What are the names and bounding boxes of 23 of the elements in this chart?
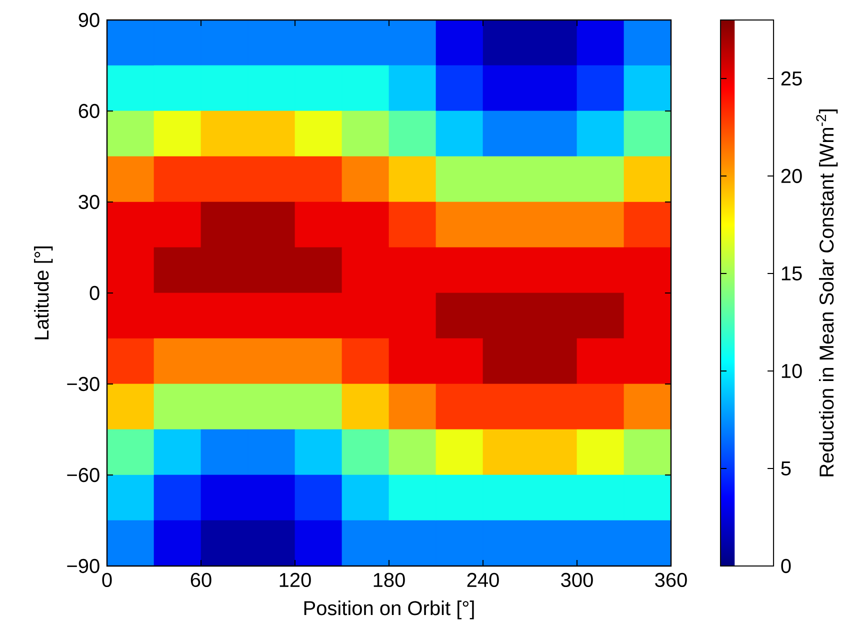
- color-bar-label: 0: [781, 558, 791, 574]
- color-bar-title: Reduction in Mean Solar Constant [Wm$^{-2}$]: [816, 110, 838, 476]
- x-tick-label: 60: [190, 572, 212, 588]
- y-tick-label: −90: [67, 558, 100, 574]
- x-tick-label: 240: [467, 572, 499, 588]
- x-axis-title: Position on Orbit [°]: [304, 600, 474, 620]
- x-tick-label: 300: [561, 572, 593, 588]
- x-tick-label: 0: [102, 572, 112, 588]
- y-axis-title: Latitude [°]: [34, 246, 53, 340]
- x-tick-label: 360: [655, 572, 687, 588]
- x-tick-label: 180: [374, 572, 405, 588]
- color-bar-label: 25: [781, 71, 802, 86]
- y-tick-label: −60: [67, 468, 100, 482]
- color-bar-label: 10: [782, 364, 802, 378]
- y-tick-label: −30: [67, 376, 100, 392]
- y-tick-label: 90: [78, 12, 100, 28]
- color-bar-label: 15: [782, 266, 802, 280]
- y-tick-label: 60: [78, 104, 100, 118]
- color-bar-label: 20: [781, 168, 802, 184]
- y-tick-label: 30: [78, 194, 100, 210]
- color-bar-label: 5: [781, 462, 791, 476]
- x-tick-label: 120: [280, 572, 311, 588]
- y-tick-label: 0: [90, 286, 100, 300]
